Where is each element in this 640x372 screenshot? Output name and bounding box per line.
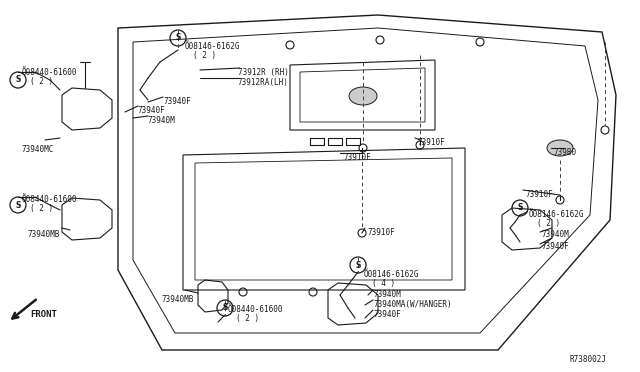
Text: Õ08440-61600: Õ08440-61600 [22,68,77,77]
Text: S: S [517,203,523,212]
Text: 73940M: 73940M [148,116,176,125]
Text: 73940M: 73940M [374,290,402,299]
Text: ( 2 ): ( 2 ) [30,77,53,86]
Text: 73912R (RH): 73912R (RH) [238,68,289,77]
Text: S: S [15,76,20,84]
Text: 73940F: 73940F [163,97,191,106]
Text: FRONT: FRONT [30,310,57,319]
Text: 73940MC: 73940MC [22,145,54,154]
Text: 73940F: 73940F [541,242,569,251]
Text: ( 2 ): ( 2 ) [236,314,259,323]
Text: S: S [15,201,20,209]
Ellipse shape [547,140,573,156]
Text: 73940MA(W/HANGER): 73940MA(W/HANGER) [374,300,452,309]
Text: Õ08440-61600: Õ08440-61600 [228,305,284,314]
Text: ( 2 ): ( 2 ) [537,219,560,228]
Text: S: S [175,33,180,42]
Text: 73940F: 73940F [138,106,166,115]
Text: Õ08146-6162G: Õ08146-6162G [185,42,241,51]
Ellipse shape [349,87,377,105]
Text: Õ08146-6162G: Õ08146-6162G [364,270,419,279]
Text: ( 2 ): ( 2 ) [193,51,216,60]
Text: ( 4 ): ( 4 ) [372,279,395,288]
Text: 73940M: 73940M [541,230,569,239]
Text: 73910F: 73910F [368,228,396,237]
Text: 73912RA(LH): 73912RA(LH) [238,78,289,87]
Text: 73910F: 73910F [418,138,445,147]
Text: 73940MB: 73940MB [162,295,195,304]
Text: 73940F: 73940F [374,310,402,319]
Text: 73910F: 73910F [344,153,372,162]
Text: Õ08440-61600: Õ08440-61600 [22,195,77,204]
Text: S: S [222,304,228,312]
Text: 73940MB: 73940MB [28,230,60,239]
Text: S: S [355,260,361,269]
Text: ( 2 ): ( 2 ) [30,204,53,213]
Text: R738002J: R738002J [570,355,607,364]
Text: Õ08146-6162G: Õ08146-6162G [529,210,584,219]
Text: 73910F: 73910F [525,190,553,199]
Text: 739B0: 739B0 [553,148,576,157]
